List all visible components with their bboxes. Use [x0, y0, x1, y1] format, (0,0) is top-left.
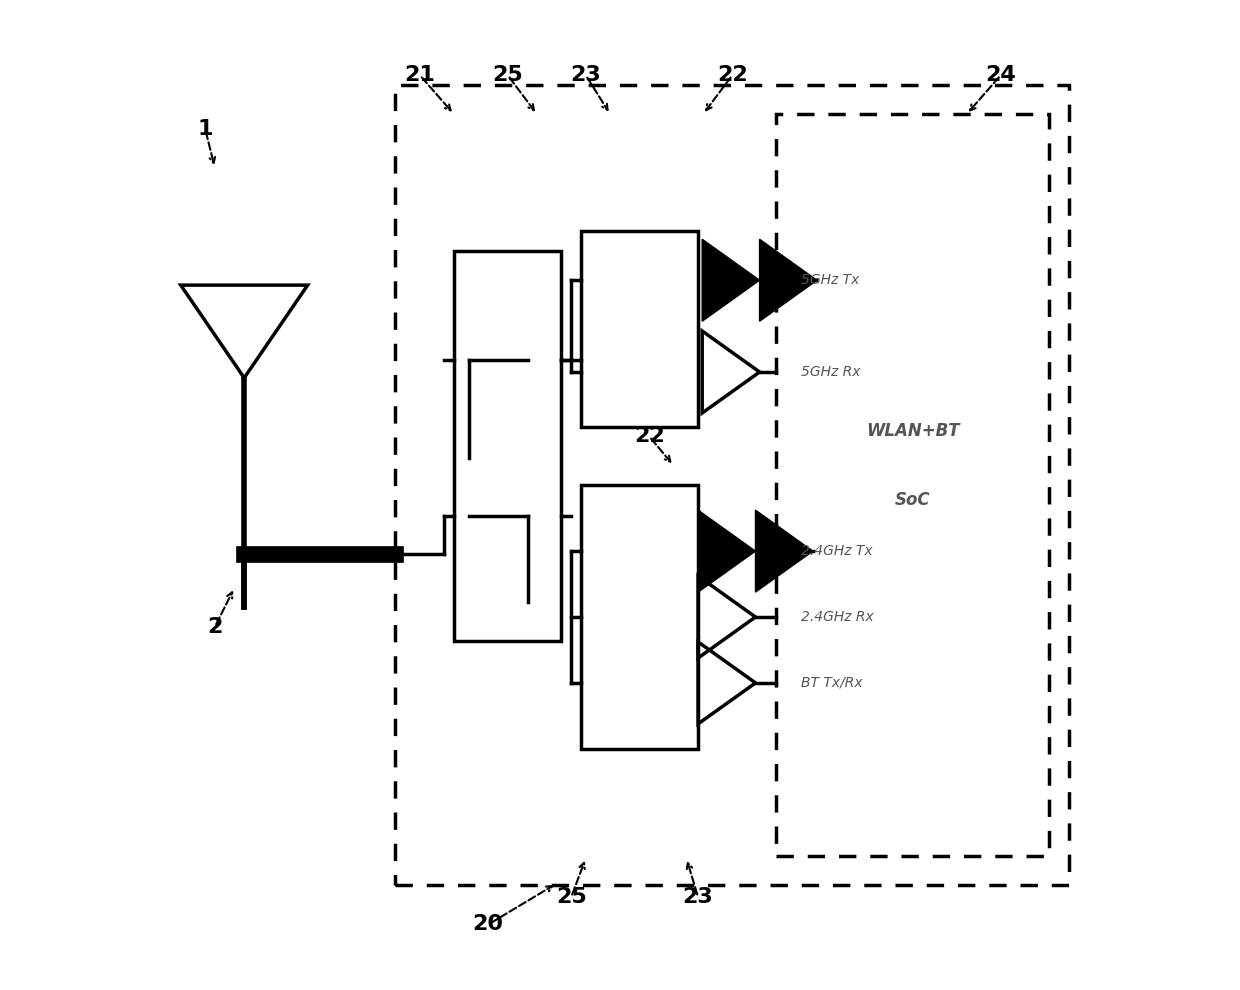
Text: 23: 23: [570, 65, 601, 85]
Text: 2: 2: [207, 617, 223, 637]
Text: 22: 22: [634, 427, 665, 446]
Text: 24: 24: [986, 65, 1016, 85]
Text: 5GHz Rx: 5GHz Rx: [801, 365, 861, 379]
Text: 25: 25: [556, 887, 587, 907]
Text: SoC: SoC: [895, 491, 931, 509]
Text: 5GHz Tx: 5GHz Tx: [801, 273, 859, 287]
Polygon shape: [755, 510, 813, 592]
Text: 2.4GHz Tx: 2.4GHz Tx: [801, 544, 872, 558]
Text: 20: 20: [472, 915, 503, 935]
Text: WLAN+BT: WLAN+BT: [866, 423, 960, 441]
Text: 21: 21: [404, 65, 435, 85]
Text: 2.4GHz Rx: 2.4GHz Rx: [801, 610, 873, 624]
Text: BT Tx/Rx: BT Tx/Rx: [801, 676, 862, 690]
Text: 22: 22: [717, 65, 748, 85]
Text: 25: 25: [492, 65, 523, 85]
Bar: [396, 85, 1069, 885]
Polygon shape: [760, 240, 817, 321]
Bar: [454, 251, 562, 642]
Bar: [776, 114, 1049, 856]
Bar: [582, 485, 698, 748]
Polygon shape: [698, 510, 755, 592]
Text: 1: 1: [197, 119, 213, 139]
Bar: [582, 232, 698, 427]
Polygon shape: [702, 240, 760, 321]
Text: 23: 23: [683, 887, 713, 907]
